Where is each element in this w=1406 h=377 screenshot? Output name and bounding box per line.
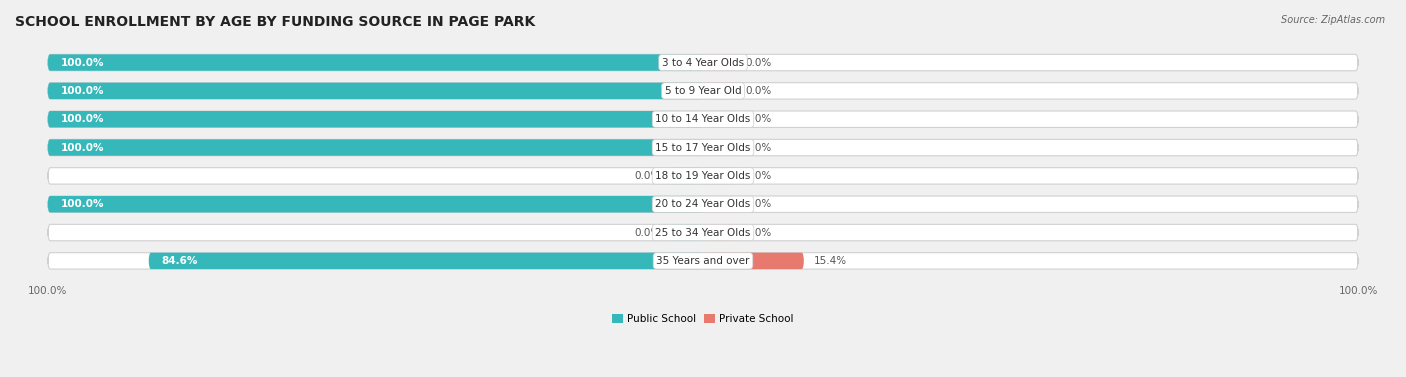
FancyBboxPatch shape [671,224,703,241]
FancyBboxPatch shape [703,54,735,71]
FancyBboxPatch shape [48,139,1358,156]
FancyBboxPatch shape [48,111,703,127]
FancyBboxPatch shape [703,196,735,213]
Text: SCHOOL ENROLLMENT BY AGE BY FUNDING SOURCE IN PAGE PARK: SCHOOL ENROLLMENT BY AGE BY FUNDING SOUR… [15,15,536,29]
FancyBboxPatch shape [48,111,1358,127]
FancyBboxPatch shape [149,253,703,269]
FancyBboxPatch shape [48,196,703,213]
Text: 100.0%: 100.0% [60,58,104,67]
FancyBboxPatch shape [48,253,1358,269]
FancyBboxPatch shape [671,168,703,184]
Text: 5 to 9 Year Old: 5 to 9 Year Old [665,86,741,96]
FancyBboxPatch shape [48,54,703,71]
Text: 15.4%: 15.4% [814,256,846,266]
FancyBboxPatch shape [703,111,735,127]
Text: 100.0%: 100.0% [60,199,104,209]
Text: 0.0%: 0.0% [634,228,661,238]
FancyBboxPatch shape [48,83,1358,99]
Text: 25 to 34 Year Olds: 25 to 34 Year Olds [655,228,751,238]
FancyBboxPatch shape [703,253,804,269]
Text: 100.0%: 100.0% [60,114,104,124]
Text: 0.0%: 0.0% [745,228,772,238]
FancyBboxPatch shape [48,168,1358,184]
FancyBboxPatch shape [48,224,1358,241]
FancyBboxPatch shape [48,139,703,156]
Text: 0.0%: 0.0% [745,171,772,181]
FancyBboxPatch shape [703,224,735,241]
Text: 0.0%: 0.0% [745,143,772,153]
Text: 0.0%: 0.0% [745,114,772,124]
Text: 0.0%: 0.0% [745,58,772,67]
FancyBboxPatch shape [703,139,735,156]
Text: 3 to 4 Year Olds: 3 to 4 Year Olds [662,58,744,67]
Text: 35 Years and over: 35 Years and over [657,256,749,266]
Text: 20 to 24 Year Olds: 20 to 24 Year Olds [655,199,751,209]
FancyBboxPatch shape [48,196,1358,213]
Legend: Public School, Private School: Public School, Private School [609,310,797,328]
Text: 0.0%: 0.0% [745,199,772,209]
Text: 84.6%: 84.6% [162,256,198,266]
FancyBboxPatch shape [48,54,1358,71]
Text: 0.0%: 0.0% [634,171,661,181]
Text: 0.0%: 0.0% [745,86,772,96]
Text: 15 to 17 Year Olds: 15 to 17 Year Olds [655,143,751,153]
FancyBboxPatch shape [703,168,735,184]
Text: 18 to 19 Year Olds: 18 to 19 Year Olds [655,171,751,181]
Text: Source: ZipAtlas.com: Source: ZipAtlas.com [1281,15,1385,25]
Text: 100.0%: 100.0% [60,143,104,153]
FancyBboxPatch shape [48,83,703,99]
FancyBboxPatch shape [703,83,735,99]
Text: 100.0%: 100.0% [60,86,104,96]
Text: 10 to 14 Year Olds: 10 to 14 Year Olds [655,114,751,124]
